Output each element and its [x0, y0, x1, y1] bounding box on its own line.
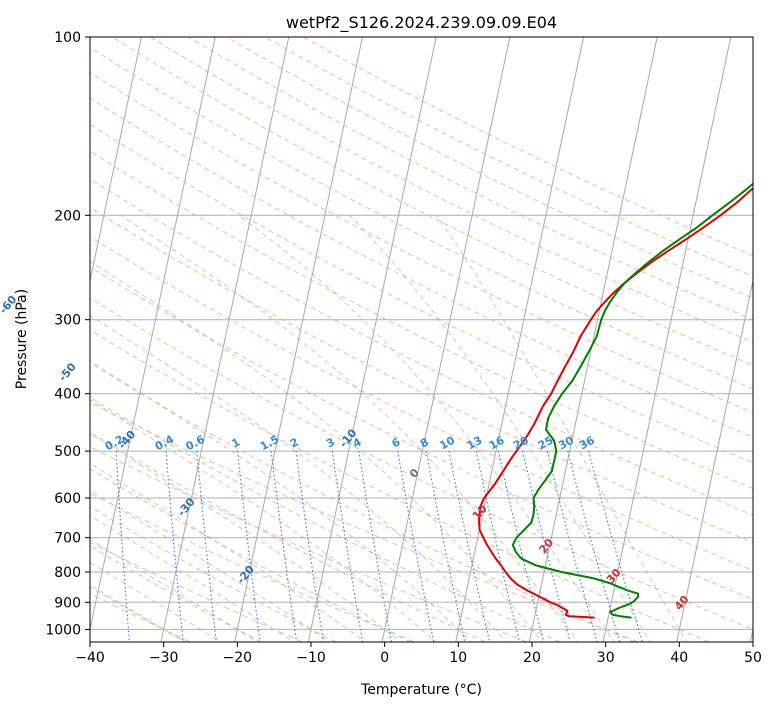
isotherm-line	[90, 37, 142, 284]
moist-adiabat	[90, 432, 402, 642]
isotherm-line	[160, 37, 290, 642]
mixing-ratio-label: 16	[487, 434, 507, 453]
dry-adiabat	[90, 123, 753, 464]
moist-adiabat	[90, 462, 366, 642]
y-tick-label: 300	[54, 313, 81, 329]
isotherm-line	[528, 37, 658, 642]
y-axis-label: Pressure (hPa)	[14, 289, 30, 389]
isotherm-line	[676, 278, 753, 642]
moist-adiabat	[90, 489, 331, 642]
isotherm-line	[381, 37, 511, 642]
dry-adiabat	[188, 37, 753, 321]
y-tick-label: 600	[54, 491, 81, 507]
mixing-ratio-line	[497, 450, 545, 642]
x-tick-label: 40	[670, 650, 688, 666]
plot-series	[478, 182, 753, 619]
y-tick-label: 500	[54, 444, 81, 460]
x-tick-label: 10	[449, 650, 467, 666]
x-tick-label: 50	[744, 650, 762, 666]
mixing-ratio-label: 36	[577, 434, 597, 453]
moist-adiabat	[90, 538, 259, 642]
mixing-ratio-line	[475, 450, 521, 642]
dry-adiabat	[90, 97, 753, 438]
mixing-ratio-label: 30	[556, 434, 576, 453]
moist-adiabat	[90, 314, 508, 642]
mixing-ratio-line	[270, 451, 298, 642]
mixing-ratio-line	[331, 451, 364, 642]
mixing-ratio-line	[196, 451, 217, 642]
axes: −40 −30 −20 −10 0 10 20 30 40 50 100 200 300 400 500 60…	[45, 30, 762, 666]
mixing-ratio-line	[425, 450, 466, 642]
dry-adiabat	[111, 37, 753, 366]
plot-frame	[89, 36, 754, 643]
temperature-profile	[478, 186, 753, 619]
dry-adiabat	[90, 236, 753, 572]
moist-adiabat	[120, 214, 579, 642]
x-tick-label: −30	[149, 650, 179, 666]
y-tick-label: 700	[54, 531, 81, 547]
y-tick-label: 1000	[45, 622, 81, 638]
dry-adiabat	[90, 71, 753, 414]
moist-adiabat	[90, 514, 295, 642]
mixing-ratio-line	[295, 451, 324, 642]
moist-adiabat	[90, 399, 437, 642]
mixing-ratio-label: 20	[511, 434, 531, 453]
isotherm-line	[90, 37, 216, 632]
moist-adiabat	[436, 215, 688, 642]
mixing-ratio-line	[115, 451, 130, 642]
y-tick-label: 400	[54, 387, 81, 403]
mixing-ratio-line	[448, 450, 491, 642]
x-tick-label: 30	[597, 650, 615, 666]
mixing-ratio-label: 25	[536, 434, 556, 453]
mixing-ratio-label: 13	[465, 434, 485, 453]
mixing-ratio-line	[165, 451, 184, 642]
moist-adiabat	[237, 214, 615, 642]
y-tick-label: 200	[54, 208, 81, 224]
chart-title: wetPf2_S126.2024.239.09.09.E04	[286, 13, 557, 33]
mixing-ratio-line	[567, 450, 621, 642]
mixing-ratio-label: 10	[437, 434, 457, 453]
dry-adiabat	[302, 37, 753, 257]
x-tick-label: 20	[523, 650, 541, 666]
mixing-ratio-line	[236, 451, 261, 642]
dry-adiabat	[150, 37, 753, 343]
dry-adiabat	[90, 297, 753, 630]
isotherm-line	[455, 37, 584, 642]
mixing-ratio-line	[522, 450, 571, 642]
dry-adiabat	[90, 150, 753, 490]
mixing-ratio-line	[588, 450, 644, 642]
isotherm-line	[307, 37, 437, 642]
moist-adiabat	[349, 214, 651, 642]
dry-adiabat	[90, 329, 710, 642]
x-axis-label: Temperature (°C)	[360, 682, 482, 698]
x-tick-label: −10	[296, 650, 326, 666]
dry-adiabat	[90, 431, 486, 642]
x-tick-label: −20	[223, 650, 253, 666]
dewpoint-profile	[511, 182, 753, 619]
moist-adiabat	[90, 260, 543, 642]
y-tick-label: 800	[54, 565, 81, 581]
y-tick-label: 900	[54, 595, 81, 611]
y-tick-label: 100	[54, 30, 81, 46]
mixing-ratio-line	[546, 450, 598, 642]
isotherm-line	[602, 37, 732, 642]
dry-adiabat	[264, 37, 753, 278]
x-tick-label: −40	[75, 650, 105, 666]
x-tick-label: 0	[380, 650, 389, 666]
dry-adiabat	[90, 266, 753, 601]
plot-grid	[90, 37, 753, 642]
